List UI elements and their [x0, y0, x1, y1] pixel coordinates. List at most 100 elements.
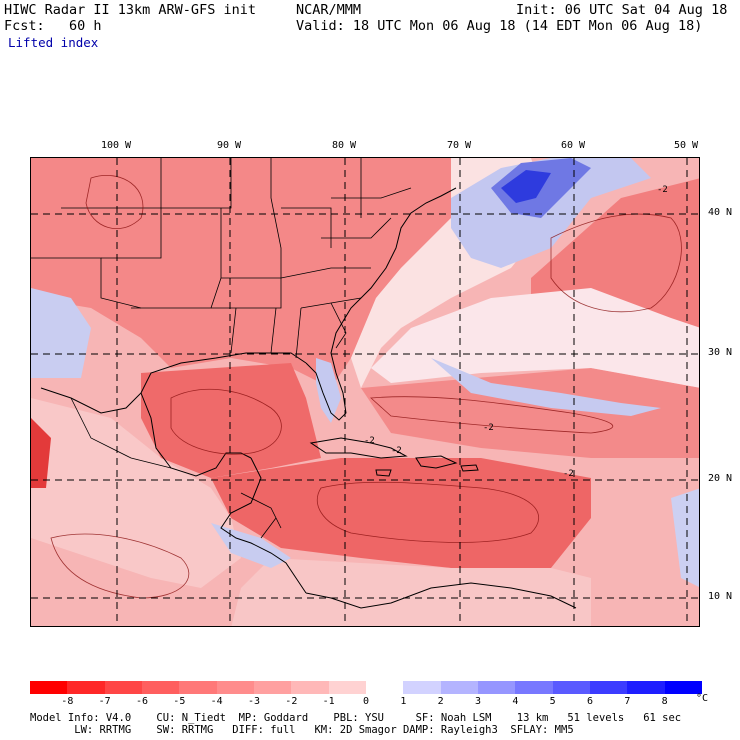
border-8	[321, 187, 412, 239]
subtropical-neutral-zone	[371, 288, 699, 388]
south-america-coastline	[305, 582, 577, 609]
colorbar-cell	[30, 681, 68, 694]
colorbar-cell	[664, 681, 703, 694]
colorbar-cell	[291, 681, 330, 694]
texas-stable-area	[31, 288, 91, 378]
init-time: Init: 06 UTC Sat 04 Aug 18	[516, 2, 728, 18]
cb-tick: 7	[624, 696, 631, 707]
colorbar-cell	[366, 681, 404, 694]
gulf-shading	[141, 363, 321, 478]
colorbar-cell	[590, 681, 628, 694]
contour-1	[170, 388, 282, 455]
organization: NCAR/MMM	[296, 2, 362, 18]
contour-2	[316, 481, 540, 543]
contour-label-3: -2	[364, 436, 375, 446]
cb-tick: 4	[512, 696, 519, 707]
pacific-unstable-edge	[31, 418, 51, 488]
lon-label-50w: 50 W	[673, 140, 699, 151]
central-america-border	[240, 492, 282, 539]
mexico-border	[70, 397, 172, 469]
cb-tick: 1	[400, 696, 407, 707]
cb-tick: 3	[474, 696, 482, 707]
model-title: HIWC Radar II 13km ARW-GFS init	[4, 2, 256, 18]
border-5	[221, 267, 371, 279]
model-info-line-2: LW: RRTMG SW: RRTMG DIFF: full KM: 2D Sm…	[30, 724, 574, 736]
gulf-coastline	[40, 352, 307, 414]
hispaniola-outline	[415, 455, 458, 469]
contour-label-1: -2	[657, 185, 668, 195]
colorbar-unit: °C	[696, 693, 709, 704]
colorbar	[30, 681, 703, 694]
colorbar-cell	[478, 681, 516, 694]
field-name: Lifted index	[8, 35, 99, 50]
contour-3	[370, 396, 614, 434]
colorbar-cell	[104, 681, 143, 694]
colorbar-cell	[216, 681, 255, 694]
lon-label-90w: 90 W	[216, 140, 242, 151]
east-coastline	[305, 187, 457, 421]
colorbar-cell	[254, 681, 292, 694]
lat-label-40n: 40 N	[708, 207, 733, 218]
border-3	[131, 208, 222, 309]
colorbar-cell	[627, 681, 666, 694]
contour-4	[550, 213, 682, 313]
cb-tick: -7	[98, 696, 111, 707]
cuba-outline	[309, 437, 408, 459]
colorbar-cell	[515, 681, 554, 694]
cb-tick: 8	[661, 696, 668, 707]
cb-tick: 0	[362, 696, 370, 707]
central-america-coastline	[220, 457, 307, 594]
border-7	[300, 297, 362, 349]
atlantic-stable-streak	[431, 358, 661, 416]
florida-stable-area	[316, 358, 341, 423]
contour-label-5: -2	[391, 446, 402, 456]
pacific-weak-zone	[31, 398, 241, 588]
colorbar-cell	[142, 681, 180, 694]
model-info-line-1: Model Info: V4.0 CU: N_Tiedt MP: Goddard…	[30, 712, 682, 724]
lon-label-70w: 70 W	[446, 140, 472, 151]
contour-6	[85, 175, 144, 229]
border-9	[281, 158, 362, 248]
map-canvas: -2 -2 -2 -2 -2	[31, 158, 699, 626]
cb-tick: -4	[210, 696, 223, 707]
east-edge-stable-area	[671, 488, 699, 587]
contour-label-4: -2	[563, 469, 574, 479]
border-10	[31, 257, 142, 309]
colorbar-cell	[440, 681, 479, 694]
border-2	[101, 158, 232, 259]
colorbar-cell	[328, 681, 367, 694]
contour-label-group: -2 -2 -2 -2 -2	[364, 185, 668, 479]
contour-label-2: -2	[483, 423, 494, 433]
lat-label-10n: 10 N	[708, 591, 733, 602]
puerto-rico-outline	[460, 464, 479, 472]
lat-label-20n: 20 N	[708, 473, 733, 484]
south-weak-zone	[231, 558, 591, 626]
colorbar-cell	[403, 681, 442, 694]
coastlines	[40, 187, 577, 609]
cb-tick: -8	[61, 696, 74, 707]
colorbar-cell	[67, 681, 106, 694]
cb-tick: 5	[549, 696, 556, 707]
us-land-shading	[31, 158, 451, 388]
colorbar-cell	[552, 681, 591, 694]
valid-time: Valid: 18 UTC Mon 06 Aug 18 (14 EDT Mon …	[296, 18, 703, 34]
cb-tick: -6	[135, 696, 149, 707]
cb-tick: -1	[322, 696, 335, 707]
cb-tick: 2	[437, 696, 444, 707]
lifted-index-map: -2 -2 -2 -2 -2	[30, 157, 700, 627]
cb-tick: -2	[285, 696, 298, 707]
atlantic-peak-stable-core	[501, 170, 551, 203]
cb-tick: 6	[586, 696, 594, 707]
li-contours	[50, 175, 682, 599]
colorbar-cell	[179, 681, 218, 694]
jamaica-outline	[375, 469, 392, 477]
lon-label-100w: 100 W	[100, 140, 132, 151]
cb-tick: -5	[173, 696, 186, 707]
lat-label-30n: 30 N	[708, 347, 733, 358]
atlantic-band-shading	[361, 368, 699, 458]
mexico-coastline	[140, 392, 252, 477]
border-6	[230, 307, 302, 359]
contour-5	[50, 533, 190, 599]
cb-tick: -3	[247, 696, 261, 707]
lat-lon-grid	[31, 158, 699, 626]
